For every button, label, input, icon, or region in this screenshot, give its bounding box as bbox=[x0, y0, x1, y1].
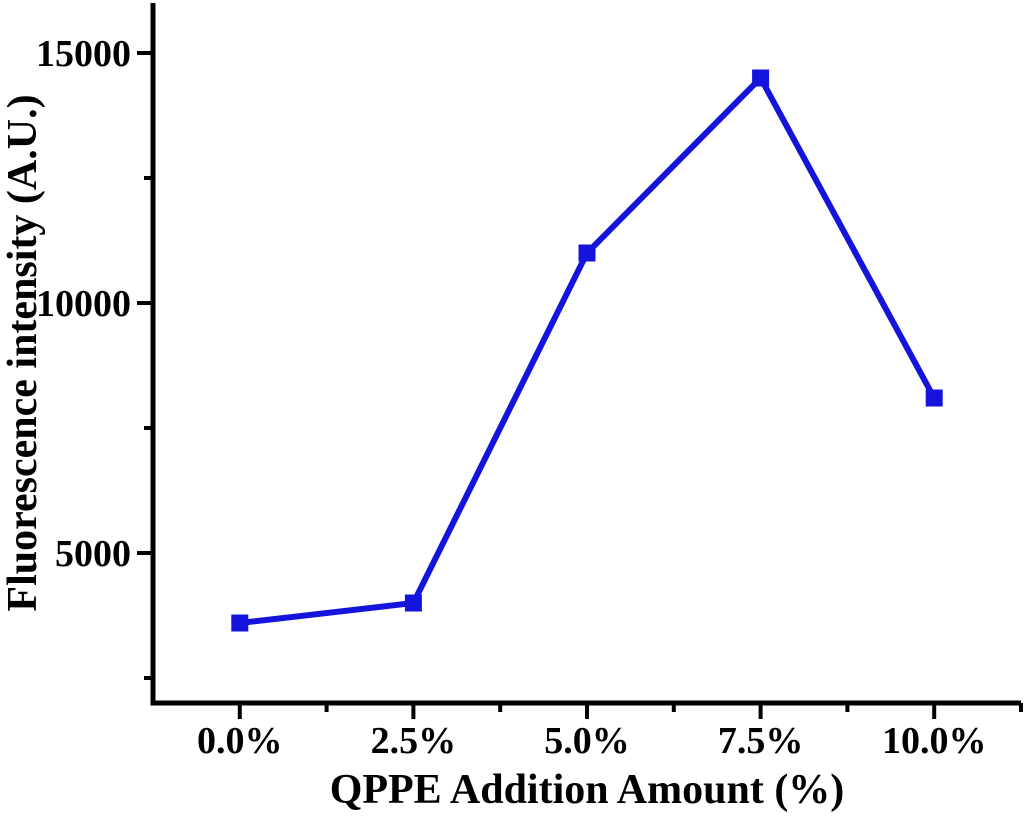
x-axis-title: QPPE Addition Amount (%) bbox=[330, 767, 845, 813]
y-axis-title: Fluorescence intensity (A.U.) bbox=[0, 94, 46, 611]
series-layer bbox=[231, 69, 943, 632]
x-tick-label: 2.5% bbox=[371, 720, 457, 762]
axes-layer bbox=[137, 3, 1023, 719]
y-tick-label: 10000 bbox=[36, 283, 131, 325]
data-point-marker bbox=[404, 594, 422, 612]
data-point-marker bbox=[578, 244, 596, 262]
tick-labels-layer: 5000 10000 15000 0.0% 2.5% 5.0% 7.5% 10.0% bbox=[36, 33, 986, 762]
y-tick-label: 15000 bbox=[36, 33, 131, 75]
data-point-marker bbox=[231, 614, 249, 632]
data-point-marker bbox=[925, 389, 943, 407]
axis-spines bbox=[150, 3, 1021, 706]
data-point-marker bbox=[752, 69, 770, 87]
x-tick-label: 0.0% bbox=[197, 720, 283, 762]
x-tick-label: 7.5% bbox=[718, 720, 804, 762]
x-tick-label: 10.0% bbox=[882, 720, 987, 762]
series-line bbox=[239, 73, 937, 626]
y-tick-label: 5000 bbox=[55, 533, 131, 575]
x-tick-label: 5.0% bbox=[544, 720, 630, 762]
